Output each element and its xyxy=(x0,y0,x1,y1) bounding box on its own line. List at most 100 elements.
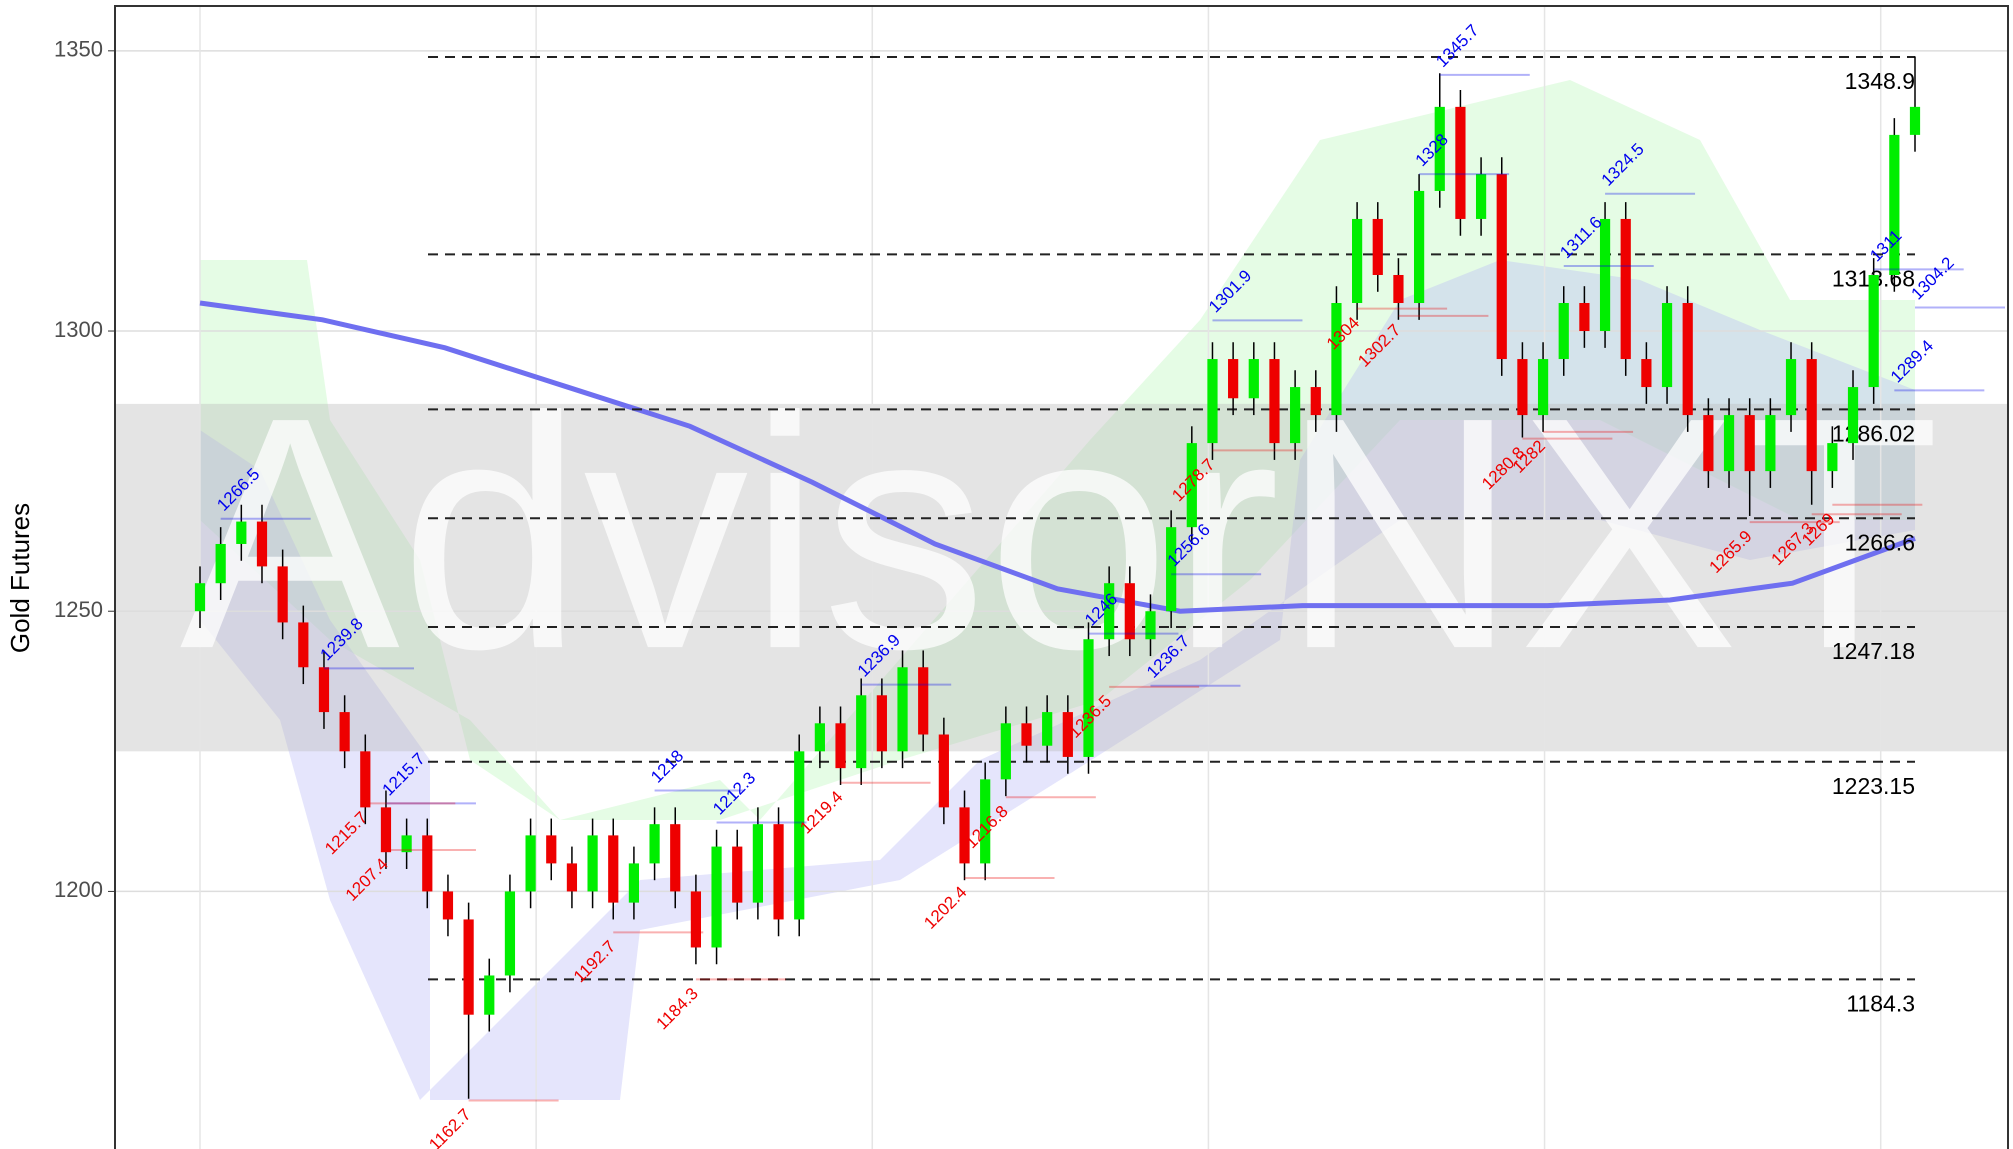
candle-body xyxy=(752,824,763,903)
y-axis-label: Gold Futures xyxy=(5,503,35,653)
candle-body xyxy=(1207,359,1218,444)
candle-body xyxy=(1124,583,1135,640)
candle-body xyxy=(1310,387,1321,416)
candle-body xyxy=(1062,712,1073,757)
level-label: 1286.02 xyxy=(1832,420,1915,446)
candle-body xyxy=(1537,359,1549,416)
candle-body xyxy=(1475,174,1487,219)
candle-body xyxy=(1021,723,1032,746)
level-label: 1348.9 xyxy=(1845,68,1915,94)
candle-body xyxy=(1682,303,1693,416)
candle-body xyxy=(256,521,268,567)
cloud-green xyxy=(200,80,1915,820)
candle-body xyxy=(1331,303,1342,416)
candle-body xyxy=(1641,359,1652,388)
candle-body xyxy=(959,807,970,864)
y-tick-label: 1300 xyxy=(54,317,103,342)
candle-body xyxy=(1806,359,1817,472)
candle-body xyxy=(1517,359,1528,416)
candle-body xyxy=(546,835,557,864)
candle-body xyxy=(649,824,660,864)
candle-body xyxy=(1413,190,1425,304)
candle-body xyxy=(1744,415,1755,472)
candle-body xyxy=(1248,359,1259,399)
candle-body xyxy=(773,824,784,920)
candle-body xyxy=(339,712,350,752)
candle-body xyxy=(1145,611,1156,640)
candle-body xyxy=(422,835,433,892)
candle-body xyxy=(1372,218,1383,275)
y-tick-label: 1250 xyxy=(54,597,103,622)
candle-body xyxy=(918,667,929,735)
candle-body xyxy=(1723,415,1735,472)
candle-body xyxy=(732,846,743,903)
range-band xyxy=(115,403,2008,752)
candle-body xyxy=(298,622,309,668)
candle-body xyxy=(401,835,412,853)
candle-body xyxy=(690,891,702,948)
candle-body xyxy=(938,734,949,808)
candle-body xyxy=(1579,303,1590,332)
candle-body xyxy=(484,975,495,1015)
candle-body xyxy=(504,891,516,976)
candle-body xyxy=(1599,218,1611,332)
candle-body xyxy=(1847,387,1859,444)
level-label: 1266.6 xyxy=(1845,529,1915,555)
candle-body xyxy=(318,667,330,713)
candle-body xyxy=(1620,218,1631,360)
candle-body xyxy=(856,695,867,769)
candle-body xyxy=(1889,134,1900,275)
candle-body xyxy=(1455,106,1466,219)
candle-body xyxy=(1558,303,1569,360)
candle-body xyxy=(380,807,392,853)
candle-body xyxy=(463,919,474,1015)
candle-body xyxy=(1166,527,1177,612)
candle-body xyxy=(1186,443,1197,528)
candle-body xyxy=(1042,712,1053,746)
candle-body xyxy=(215,543,226,584)
candle-body xyxy=(835,723,846,769)
candle-body xyxy=(670,824,681,892)
candle-body xyxy=(1765,415,1776,472)
candle-body xyxy=(876,695,887,752)
candle-body xyxy=(1290,387,1301,444)
candle-body xyxy=(1352,218,1363,304)
plot-border xyxy=(114,5,2009,1149)
candle-body xyxy=(1393,274,1404,304)
candle-body xyxy=(1703,415,1714,472)
candle-body xyxy=(194,583,206,612)
level-label: 1184.3 xyxy=(1846,990,1915,1016)
candle-body xyxy=(566,863,578,892)
candle-body xyxy=(980,779,991,864)
candle-body xyxy=(1868,274,1879,388)
candle-body xyxy=(277,566,288,623)
candle-body xyxy=(1000,723,1011,780)
moving-average xyxy=(199,300,1916,614)
candle-body xyxy=(1496,174,1507,360)
candle-body xyxy=(1661,303,1673,388)
watermark: AdvisorNXT xyxy=(180,348,1940,717)
cloud-blue xyxy=(200,260,1915,1100)
candle-body xyxy=(1083,639,1094,757)
candle-body xyxy=(1909,106,1921,135)
candle-body xyxy=(897,667,908,752)
y-tick-label: 1350 xyxy=(54,37,103,62)
plot-background xyxy=(115,6,2008,1149)
candle-body xyxy=(587,835,598,892)
candle-body xyxy=(1827,443,1838,472)
candle-body xyxy=(1228,359,1239,399)
candle-body xyxy=(794,751,805,920)
candle-body xyxy=(525,835,536,892)
candle-body xyxy=(1785,359,1797,416)
candle-body xyxy=(711,846,722,948)
candle-body xyxy=(628,863,640,903)
level-label: 1223.15 xyxy=(1832,773,1915,799)
level-label: 1247.18 xyxy=(1832,638,1915,664)
candle-body xyxy=(608,835,619,903)
candle-body xyxy=(814,723,825,752)
candle-body xyxy=(1104,583,1115,640)
candle-body xyxy=(236,521,247,544)
y-tick-label: 1200 xyxy=(54,877,103,902)
